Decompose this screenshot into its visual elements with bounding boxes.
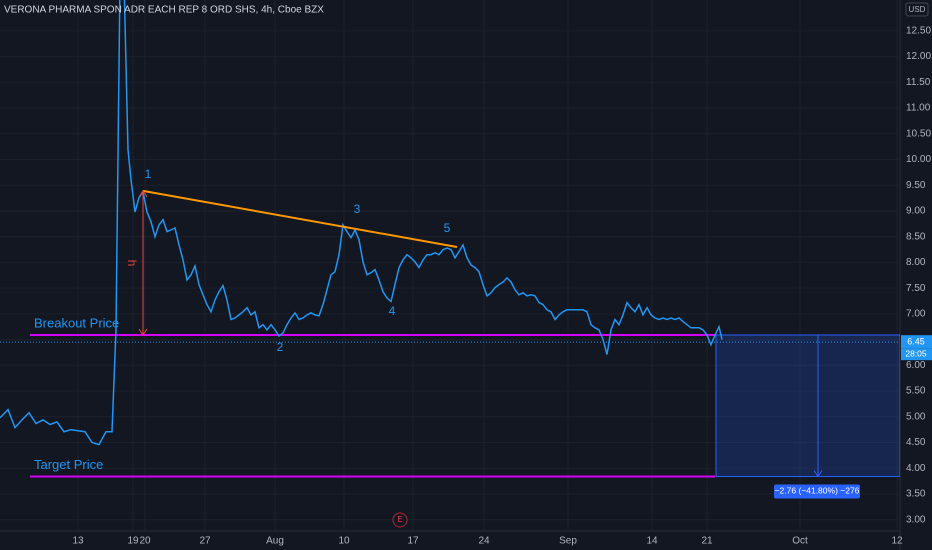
x-tick-label: 27: [199, 536, 211, 547]
x-tick-label: 19: [127, 536, 139, 547]
projection-label-box: [774, 484, 860, 499]
wave-label: 3: [354, 202, 361, 216]
price-line: [0, 0, 723, 446]
wave-label: 5: [444, 221, 451, 235]
projection-box: [715, 334, 900, 477]
y-tick-label: 8.00: [906, 257, 926, 268]
y-tick-label: 5.50: [906, 386, 926, 397]
y-tick-label: 7.50: [906, 283, 926, 294]
y-tick-label: 3.00: [906, 514, 926, 525]
trendline: [142, 189, 458, 248]
chart-title: VERONA PHARMA SPON ADR EACH REP 8 ORD SH…: [4, 5, 324, 16]
countdown-label: 28:05: [905, 348, 927, 358]
x-tick-label: 20: [139, 536, 151, 547]
x-tick-label: 21: [701, 536, 713, 547]
y-tick-label: 11.00: [906, 103, 931, 114]
target-label: Target Price: [34, 457, 103, 472]
y-tick-label: 3.50: [906, 489, 926, 500]
x-tick-label: Oct: [792, 536, 808, 547]
wave-label: 4: [389, 304, 396, 318]
x-tick-label: 10: [338, 536, 350, 547]
y-tick-label: 9.50: [906, 180, 926, 191]
y-tick-label: 4.00: [906, 463, 926, 474]
y-tick-label: 12.50: [906, 26, 931, 37]
wave-label: 2: [277, 340, 284, 354]
event-marker: [392, 512, 408, 528]
wave-label: 1: [145, 167, 152, 181]
projection-arrow-head: [813, 470, 823, 478]
y-tick-label: 12.00: [906, 51, 931, 62]
event-label: E: [397, 515, 402, 524]
last-price-box: [901, 335, 932, 349]
height-arrow-heads: [138, 190, 148, 336]
x-tick-label: 13: [72, 536, 84, 547]
y-tick-label: 7.00: [906, 309, 926, 320]
projection-label: −2.76 (−41.80%) −276: [775, 486, 860, 496]
y-tick-label: 9.00: [906, 206, 926, 217]
x-tick-label: 14: [646, 536, 658, 547]
x-tick-label: 24: [478, 536, 490, 547]
breakout-label: Breakout Price: [34, 315, 119, 330]
last-price-label: 6.45: [907, 337, 925, 347]
x-tick-label: Aug: [266, 536, 284, 547]
x-tick-label: 17: [407, 536, 419, 547]
y-tick-label: 6.00: [906, 360, 926, 371]
x-tick-label: 12: [891, 536, 903, 547]
currency-box: [905, 2, 929, 17]
countdown-box: [901, 348, 932, 361]
y-tick-label: 10.00: [906, 154, 931, 165]
y-tick-label: 5.00: [906, 411, 926, 422]
x-tick-label: Sep: [559, 536, 577, 547]
height-label: h: [125, 260, 139, 267]
y-tick-label: 11.50: [906, 77, 931, 88]
y-tick-label: 8.50: [906, 231, 926, 242]
y-tick-label: 4.50: [906, 437, 926, 448]
y-tick-label: 10.50: [906, 128, 931, 139]
currency: USD: [909, 5, 926, 14]
